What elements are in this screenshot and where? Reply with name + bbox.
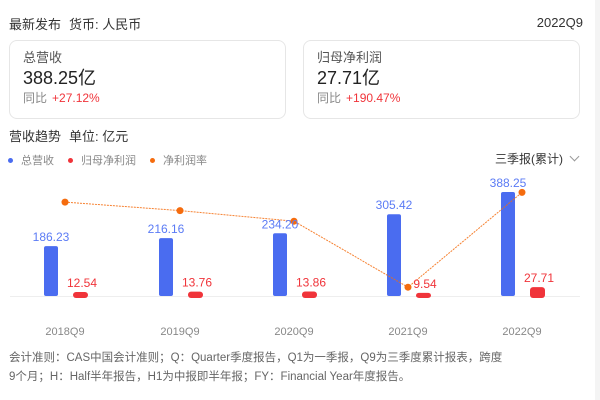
- net-profit-value-label: 13.76: [182, 276, 212, 290]
- margin-line: [64, 192, 523, 288]
- revenue-card: 总营收 388.25亿 同比 +27.12%: [9, 40, 286, 119]
- revenue-value-label: 234.20: [262, 217, 299, 231]
- net-profit-value-label: 9.54: [413, 277, 437, 291]
- revenue-bar[interactable]: [159, 238, 173, 296]
- x-axis-tick: 2019Q9: [160, 326, 199, 338]
- latest-release-label: 最新发布: [9, 17, 62, 32]
- chevron-down-icon: [569, 151, 580, 162]
- revenue-bar[interactable]: [387, 214, 401, 296]
- period-dropdown-label: 三季报(累计): [495, 152, 563, 166]
- margin-point[interactable]: [290, 217, 298, 225]
- net-profit-value-label: 12.54: [67, 276, 97, 290]
- trend-title-text: 营收趋势: [9, 129, 62, 144]
- net-profit-bar[interactable]: [416, 292, 431, 298]
- net-profit-value-label: 13.86: [296, 276, 326, 290]
- revenue-bar[interactable]: [501, 192, 515, 296]
- net-profit-value-label: 27.71: [524, 271, 554, 285]
- legend-item-margin[interactable]: 净利润率: [150, 152, 207, 168]
- yoy-label: 同比: [317, 91, 342, 105]
- revenue-value-label: 216.16: [148, 222, 185, 236]
- chart-legend: 总营收 归母净利润 净利润率: [8, 152, 221, 168]
- legend-label: 净利润率: [163, 155, 207, 167]
- x-axis-tick: 2018Q9: [45, 326, 84, 338]
- report-period: 2022Q9: [536, 15, 583, 30]
- x-axis-tick: 2021Q9: [388, 326, 427, 338]
- revenue-value-label: 305.42: [376, 198, 413, 212]
- legend-label: 总营收: [21, 155, 54, 167]
- net-profit-bar[interactable]: [188, 291, 203, 298]
- net-profit-label: 归母净利润: [317, 50, 383, 65]
- net-profit-bar[interactable]: [530, 287, 545, 298]
- x-axis-tick: 2020Q9: [274, 326, 313, 338]
- legend-item-revenue[interactable]: 总营收: [8, 152, 54, 168]
- net-profit-bar[interactable]: [73, 291, 88, 298]
- revenue-bar[interactable]: [44, 246, 58, 296]
- net-profit-bar[interactable]: [302, 291, 317, 298]
- revenue-label: 总营收: [23, 50, 63, 65]
- trend-title: 营收趋势 单位: 亿元: [9, 126, 128, 145]
- yoy-label: 同比: [23, 91, 48, 105]
- legend-item-net-profit[interactable]: 归母净利润: [68, 152, 136, 168]
- x-axis-tick: 2022Q9: [502, 326, 541, 338]
- legend-dot-icon: [8, 157, 13, 163]
- yoy-value: +190.47%: [346, 91, 401, 105]
- legend-dot-icon: [68, 157, 73, 163]
- legend-label: 归母净利润: [81, 155, 136, 167]
- margin-point[interactable]: [61, 198, 69, 206]
- trend-unit: 单位: 亿元: [69, 129, 129, 144]
- legend-dot-icon: [150, 157, 155, 163]
- margin-point[interactable]: [518, 188, 526, 196]
- margin-point[interactable]: [176, 207, 184, 215]
- yoy-value: +27.12%: [52, 91, 100, 105]
- currency-label: 货币: 人民币: [69, 17, 142, 32]
- revenue-yoy: 同比 +27.12%: [23, 90, 272, 106]
- net-profit-yoy: 同比 +190.47%: [317, 90, 566, 106]
- accounting-footnote: 会计准则：CAS中国会计准则；Q：Quarter季度报告，Q1为一季报，Q9为三…: [9, 349, 594, 387]
- revenue-bar[interactable]: [273, 233, 287, 296]
- revenue-value-label: 186.23: [33, 230, 70, 244]
- footnote-line-2: 9个月；H：Half半年报告，H1为中报即半年报；FY：Financial Ye…: [9, 371, 411, 383]
- period-dropdown[interactable]: 三季报(累计): [495, 150, 580, 167]
- footnote-line-1: 会计准则：CAS中国会计准则；Q：Quarter季度报告，Q1为一季报，Q9为三…: [9, 352, 503, 364]
- scrollbar-track[interactable]: [595, 0, 600, 400]
- revenue-value: 388.25亿: [23, 68, 97, 88]
- margin-point[interactable]: [404, 283, 412, 291]
- net-profit-card: 归母净利润 27.71亿 同比 +190.47%: [303, 40, 580, 119]
- net-profit-value: 27.71亿: [317, 68, 381, 88]
- revenue-value-label: 388.25: [490, 176, 527, 190]
- header-info: 最新发布 货币: 人民币: [9, 14, 141, 33]
- revenue-chart: 186.23 12.54 216.16 13.76 234.20 13.86 305.42 9…: [10, 176, 580, 338]
